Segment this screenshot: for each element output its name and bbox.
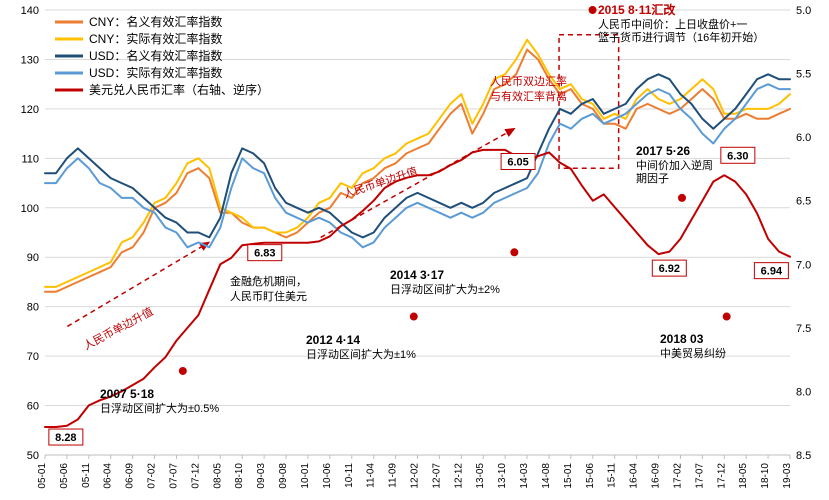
x-axis-tick: 18-05	[738, 463, 749, 489]
event-dot	[410, 313, 418, 321]
x-axis-tick: 15-06	[585, 463, 596, 489]
x-axis-tick: 08-05	[212, 463, 223, 489]
x-axis-tick: 05-06	[59, 463, 70, 489]
event-line: 日浮动区间扩大为±0.5%	[100, 401, 219, 415]
x-axis-tick: 09-03	[256, 463, 267, 489]
value-box-label: 6.30	[727, 150, 748, 162]
event-line: 中美贸易纠纷	[660, 347, 726, 360]
legend-label: 美元兑人民币汇率（右轴、逆序）	[89, 82, 269, 97]
left-axis-tick: 130	[21, 54, 39, 66]
legend-label: CNY：名义有效汇率指数	[89, 14, 222, 29]
chart-svg: 50 60 70 80 90 100 110 120 130 140 5.0 5.5 6.0 6.5 7.0…	[0, 0, 829, 500]
x-axis-tick: 17-07	[694, 463, 705, 489]
annotation-text: 与有效汇率背离	[490, 89, 567, 103]
value-box-label: 8.28	[55, 432, 76, 444]
x-axis-tick: 07-02	[147, 463, 158, 489]
x-axis-tick: 16-04	[629, 463, 640, 489]
value-box-label: 6.94	[761, 266, 783, 278]
left-axis-tick: 60	[27, 401, 39, 413]
right-axis-tick: 5.5	[796, 69, 811, 81]
right-axis-tick: 6.0	[796, 132, 811, 144]
event-line: 篮子货币进行调节（16年初开始）	[598, 30, 764, 44]
chart-container: 50 60 70 80 90 100 110 120 130 140 5.0 5.5 6.0 6.5 7.0…	[0, 0, 829, 500]
x-axis-tick: 14-03	[519, 463, 530, 489]
x-axis-tick: 05-11	[81, 463, 92, 488]
event-title: 2017 5·26	[636, 144, 690, 158]
x-axis-tick: 11-09	[388, 463, 399, 488]
event-dot	[678, 194, 686, 202]
x-axis-tick: 15-11	[607, 463, 618, 488]
event-title: 2015 8·11汇改	[598, 2, 676, 17]
event-title: 2018 03	[660, 332, 704, 346]
right-axis-tick: 6.5	[796, 196, 811, 208]
x-axis-tick: 15-01	[563, 463, 574, 489]
event-title: 2012 4·14	[306, 333, 360, 347]
annotation-text: 人民币盯住美元	[230, 289, 307, 303]
right-axis-tick: 7.0	[796, 259, 811, 271]
x-axis-tick: 08-10	[234, 463, 245, 489]
left-axis-tick: 110	[21, 153, 39, 165]
x-axis-tick: 18-10	[760, 463, 771, 489]
x-axis-tick: 19-03	[782, 463, 793, 489]
x-axis-tick: 06-09	[125, 463, 136, 489]
event-title: 2007 5·18	[100, 387, 154, 401]
left-axis-tick: 120	[21, 104, 39, 116]
x-axis-tick: 17-12	[716, 463, 727, 489]
event-line: 日浮动区间扩大为±1%	[306, 347, 416, 361]
x-axis-tick: 12-02	[410, 463, 421, 489]
x-axis-tick: 07-07	[168, 463, 179, 489]
x-axis-tick: 09-08	[278, 463, 289, 489]
left-axis-tick: 140	[21, 5, 39, 17]
x-axis-tick: 10-11	[344, 463, 355, 488]
x-axis-tick: 10-06	[322, 463, 333, 489]
event-dot	[723, 313, 731, 321]
value-box-label: 6.83	[254, 248, 275, 260]
event-line: 中间价加入逆周	[636, 158, 713, 172]
event-dot	[179, 367, 187, 375]
left-axis-tick: 100	[21, 203, 39, 215]
x-axis-tick: 14-08	[541, 463, 552, 489]
x-axis-tick: 17-02	[672, 463, 683, 489]
event-dot	[589, 6, 597, 14]
left-axis-tick: 80	[27, 302, 39, 314]
x-axis-tick: 05-01	[37, 463, 48, 489]
left-axis-tick: 90	[27, 252, 39, 264]
x-axis-tick: 12-12	[453, 463, 464, 489]
annotation-text: 金融危机期间，	[230, 274, 307, 288]
right-axis-tick: 8.0	[796, 386, 811, 398]
right-axis-tick: 7.5	[796, 323, 811, 335]
legend-label: CNY：实际有效汇率指数	[89, 31, 222, 46]
x-axis-tick: 06-04	[103, 463, 114, 489]
event-title: 2014 3·17	[390, 268, 444, 282]
value-box-label: 6.05	[507, 157, 528, 169]
right-axis-tick: 8.5	[796, 450, 811, 462]
event-dot	[510, 248, 518, 256]
right-axis-tick: 5.0	[796, 5, 811, 17]
x-axis-tick: 16-09	[651, 463, 662, 489]
x-axis-tick: 10-01	[300, 463, 311, 489]
value-box-label: 6.92	[659, 263, 680, 275]
x-axis-tick: 11-04	[366, 463, 377, 488]
legend-label: USD：实际有效汇率指数	[89, 65, 222, 80]
event-line: 期因子	[636, 172, 669, 185]
x-axis-tick: 13-05	[475, 463, 486, 489]
left-axis-tick: 50	[27, 450, 39, 462]
x-axis-tick: 12-07	[431, 463, 442, 489]
event-line: 日浮动区间扩大为±2%	[390, 282, 500, 296]
event-line: 人民币中间价：上日收盘价+一	[598, 17, 747, 31]
x-axis-tick: 07-12	[190, 463, 201, 489]
annotation-text: 人民币双边汇率	[490, 74, 567, 88]
x-axis-tick: 13-10	[497, 463, 508, 489]
legend-label: USD：名义有效汇率指数	[89, 48, 222, 63]
left-axis-tick: 70	[27, 351, 39, 363]
